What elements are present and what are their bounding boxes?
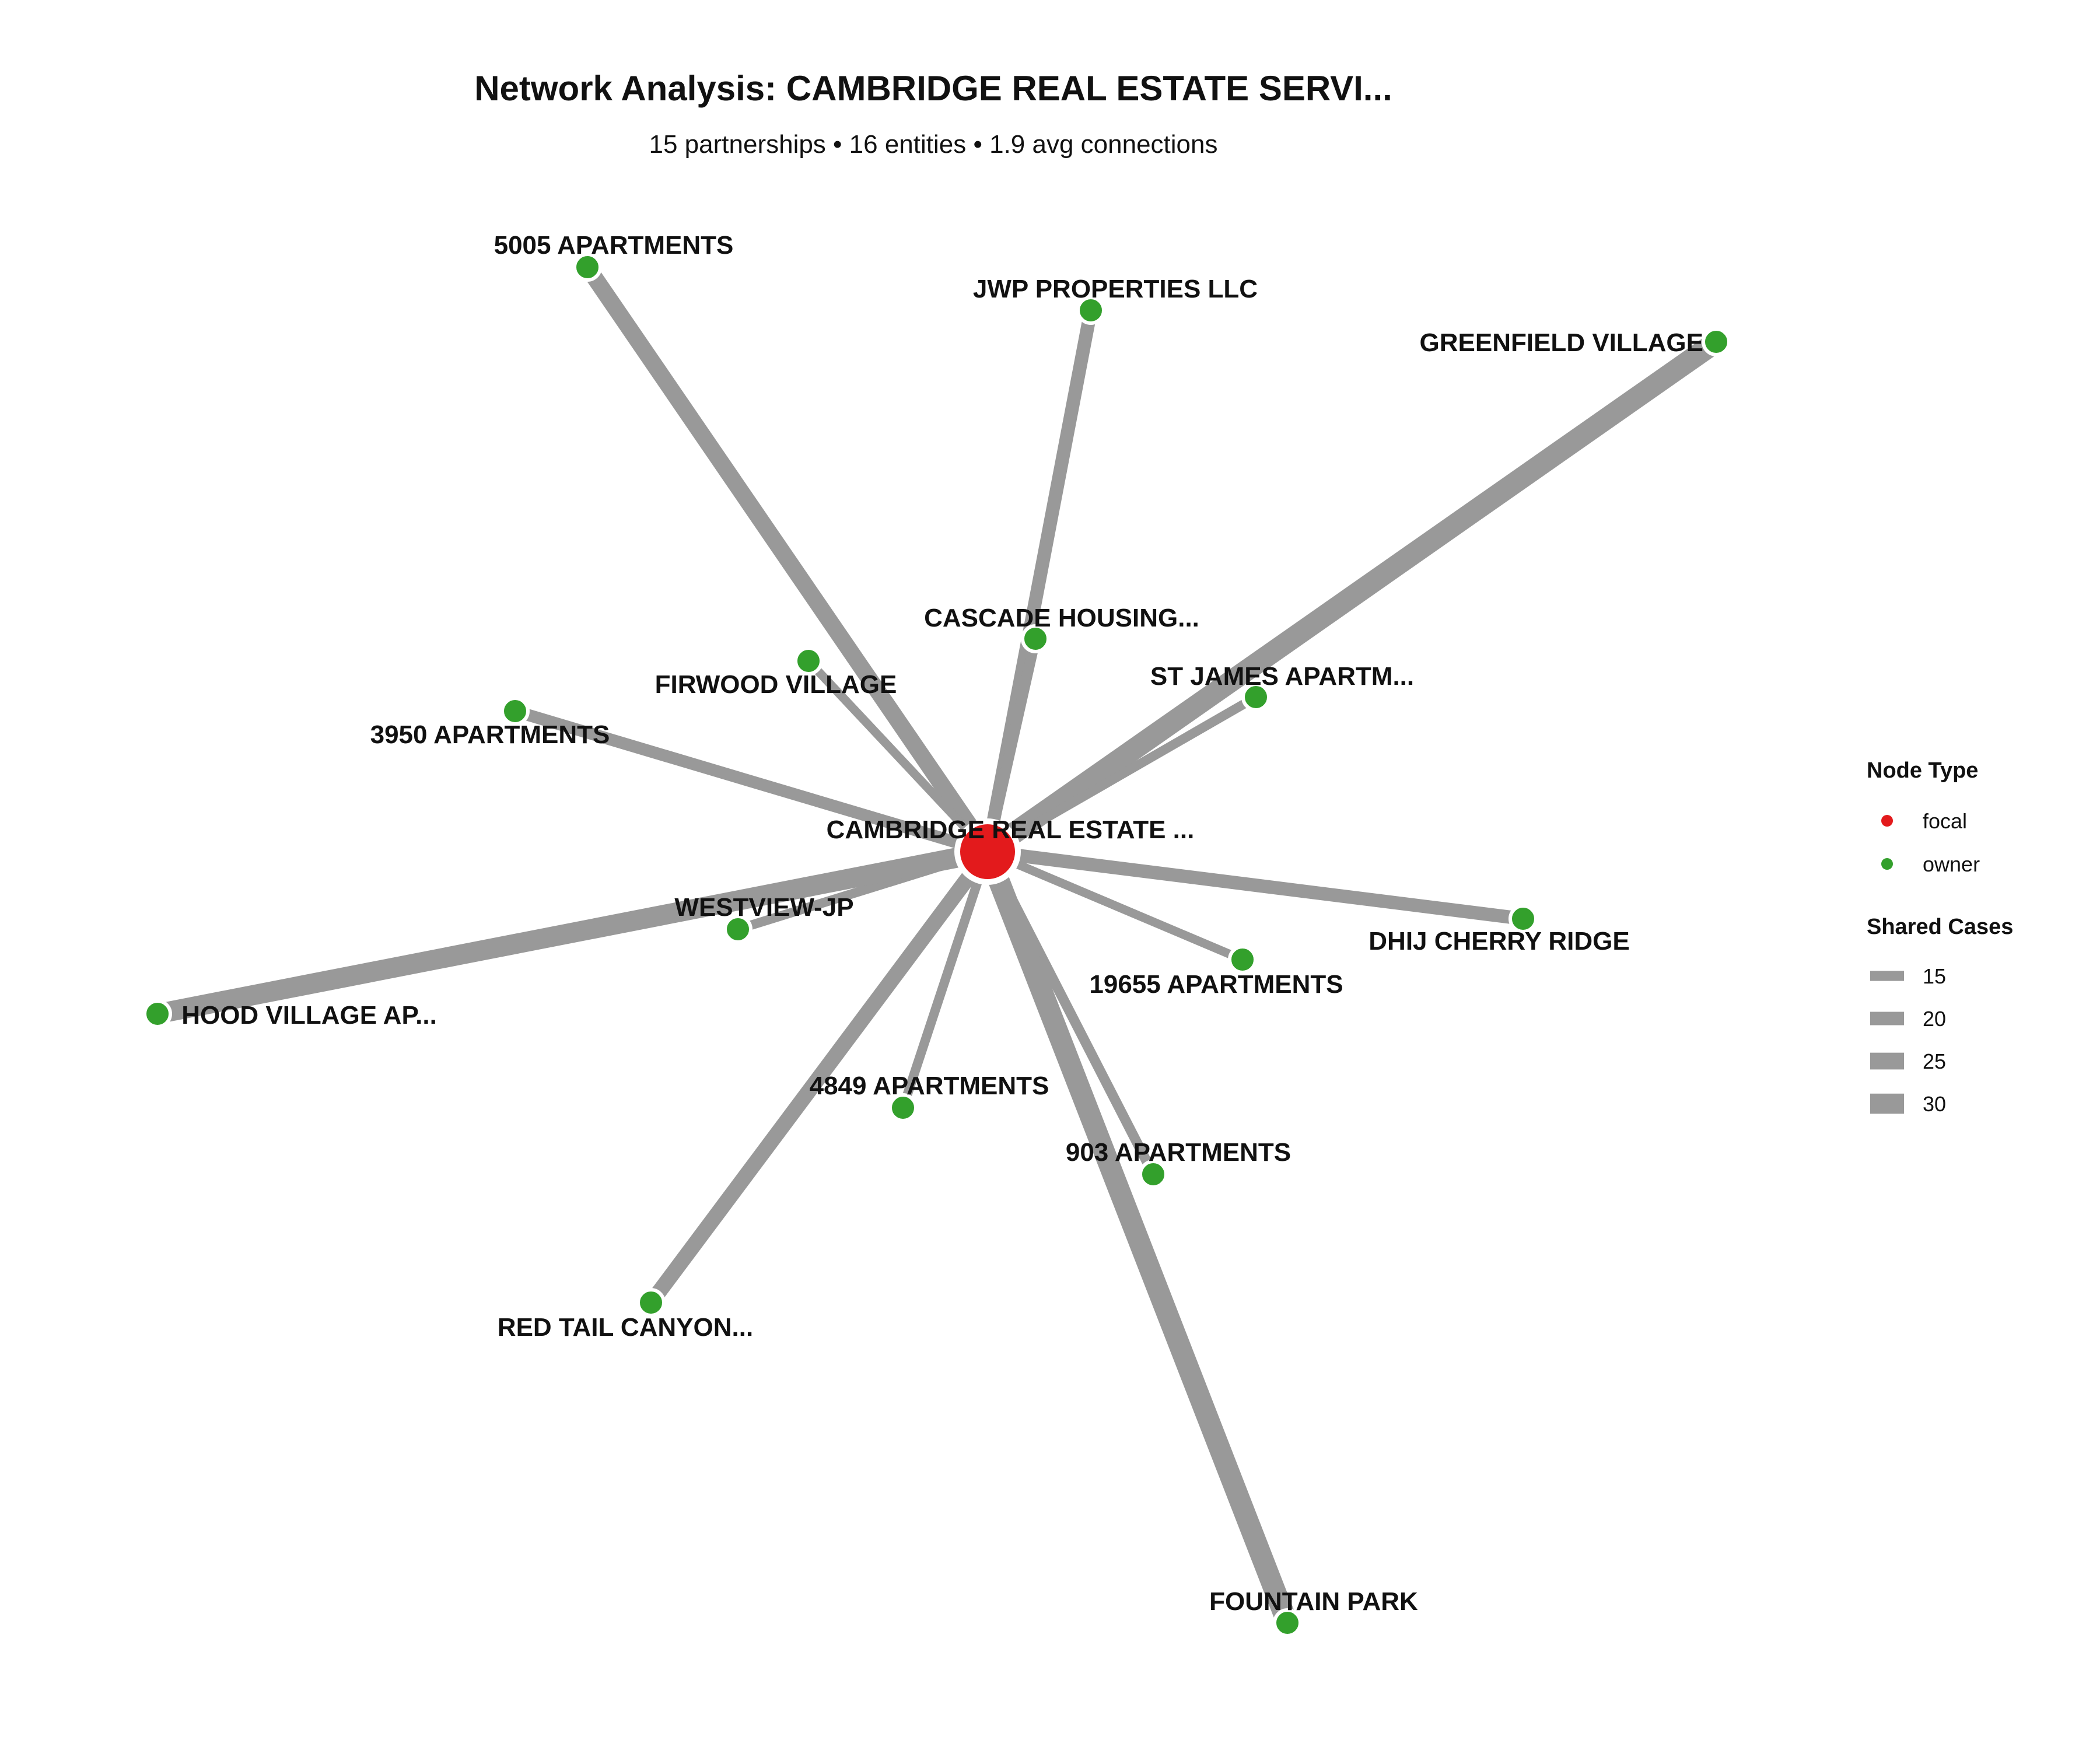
- node-label-focal: CAMBRIDGE REAL ESTATE ...: [827, 816, 1195, 844]
- node-fountain-park[interactable]: [1273, 1608, 1302, 1637]
- edge-dhij-cherry-ridge: [986, 845, 1524, 926]
- node-firwood-village[interactable]: [794, 646, 823, 676]
- legend-width-15-swatch: [1870, 971, 1904, 981]
- node-19655-apartments[interactable]: [1228, 945, 1257, 974]
- chart-title: Network Analysis: CAMBRIDGE REAL ESTATE …: [474, 69, 1392, 108]
- node-label-903-apartments: 903 APARTMENTS: [1066, 1138, 1291, 1167]
- node-dhij-cherry-ridge[interactable]: [1508, 904, 1538, 933]
- legend-node-type-title: Node Type: [1867, 758, 1978, 783]
- legend-width-20-swatch: [1870, 1012, 1904, 1026]
- node-cascade-housing[interactable]: [1021, 624, 1050, 653]
- node-focal[interactable]: [954, 818, 1021, 885]
- legend-width-25-label: 25: [1923, 1049, 1946, 1073]
- node-hood-village-ap[interactable]: [143, 999, 172, 1028]
- node-label-westview-jp: WESTVIEW-JP: [674, 893, 853, 922]
- node-3950-apartments[interactable]: [501, 696, 530, 726]
- edge-4849-apartments: [898, 850, 992, 1110]
- legend-focal-label: focal: [1923, 809, 1967, 833]
- edge-cascade-housing: [982, 637, 1041, 853]
- node-label-fountain-park: FOUNTAIN PARK: [1209, 1587, 1418, 1616]
- legend-shared-cases-title: Shared Cases: [1867, 915, 2013, 939]
- labels-layer: 5005 APARTMENTS JWP PROPERTIES LLC GREENFI…: [181, 231, 1703, 1616]
- edge-firwood-village: [805, 657, 991, 855]
- node-jwp-properties-llc[interactable]: [1076, 296, 1105, 325]
- legend-width-30-swatch: [1870, 1093, 1904, 1114]
- legend-owner-swatch: [1881, 858, 1893, 870]
- node-st-james-apartm[interactable]: [1241, 682, 1270, 712]
- legend-owner-label: owner: [1923, 852, 1980, 876]
- node-903-apartments[interactable]: [1139, 1160, 1168, 1189]
- node-label-cascade-housing: CASCADE HOUSING...: [924, 604, 1199, 632]
- edge-greenfield-village: [981, 332, 1723, 861]
- node-4849-apartments[interactable]: [888, 1093, 918, 1122]
- legend-width-25-swatch: [1870, 1052, 1904, 1070]
- node-westview-jp[interactable]: [723, 915, 752, 944]
- node-label-st-james-apartm: ST JAMES APARTM...: [1150, 662, 1414, 691]
- node-red-tail-canyon[interactable]: [636, 1288, 666, 1317]
- node-5005-apartments[interactable]: [573, 253, 602, 282]
- edge-hood-village-ap: [155, 842, 990, 1024]
- legend-width-20-label: 20: [1923, 1007, 1946, 1031]
- node-label-firwood-village: FIRWOOD VILLAGE: [655, 670, 897, 699]
- node-label-red-tail-canyon: RED TAIL CANYON...: [498, 1313, 753, 1342]
- edge-5005-apartments: [580, 262, 995, 857]
- node-label-jwp-properties-llc: JWP PROPERTIES LLC: [973, 275, 1258, 303]
- node-label-hood-village-ap: HOOD VILLAGE AP...: [181, 1001, 437, 1030]
- edge-st-james-apartm: [985, 693, 1259, 856]
- chart-subtitle: 15 partnerships • 16 entities • 1.9 avg …: [649, 130, 1218, 159]
- node-label-4849-apartments: 4849 APARTMENTS: [810, 1072, 1049, 1100]
- legend-focal-swatch: [1881, 815, 1893, 827]
- edge-red-tail-canyon: [645, 847, 994, 1307]
- node-label-dhij-cherry-ridge: DHIJ CHERRY RIDGE: [1368, 927, 1629, 956]
- node-greenfield-village[interactable]: [1702, 327, 1731, 356]
- node-label-19655-apartments: 19655 APARTMENTS: [1089, 970, 1343, 999]
- node-label-greenfield-village: GREENFIELD VILLAGE: [1420, 328, 1703, 357]
- nodes-layer: [143, 253, 1731, 1637]
- legend-width-15-label: 15: [1923, 964, 1946, 988]
- edge-3950-apartments: [513, 705, 989, 858]
- node-label-3950-apartments: 3950 APARTMENTS: [370, 720, 610, 749]
- legend-width-30-label: 30: [1923, 1092, 1946, 1116]
- edge-19655-apartments: [986, 848, 1244, 964]
- edge-fountain-park: [977, 848, 1298, 1627]
- edges-layer: [155, 262, 1723, 1627]
- legend: Node Type focal owner Shared Cases 15 20…: [1867, 758, 2013, 1116]
- node-label-5005-apartments: 5005 APARTMENTS: [494, 231, 734, 260]
